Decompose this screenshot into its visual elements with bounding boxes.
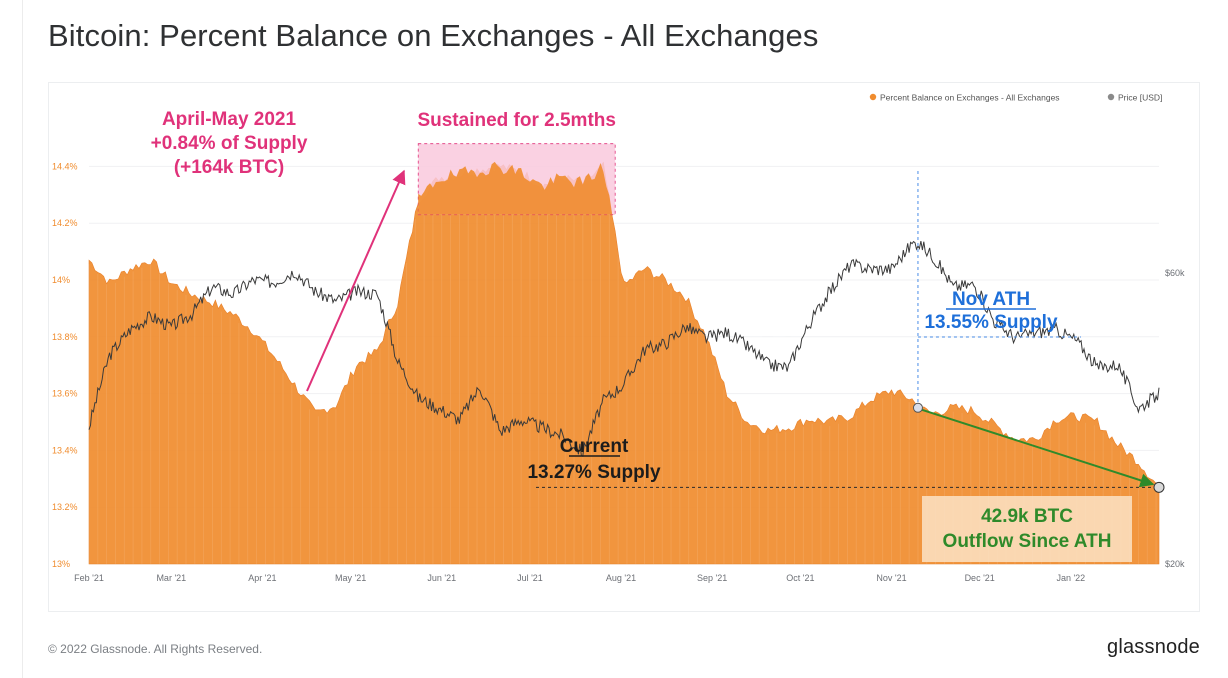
- y-tick-label: 13%: [52, 559, 70, 569]
- balance-area: [88, 161, 1160, 565]
- y-tick-label: 14.2%: [52, 218, 78, 228]
- aprmay-annotation-line: +0.84% of Supply: [151, 133, 308, 154]
- sustained-peaks: [418, 161, 616, 215]
- x-tick-label: Aug '21: [606, 573, 636, 583]
- y-tick-label: 13.4%: [52, 445, 78, 455]
- aprmay-annotation: April-May 2021 +0.84% of Supply (+164k BTC…: [151, 109, 308, 178]
- x-tick-label: Jun '21: [427, 573, 456, 583]
- x-tick-label: Jan '22: [1056, 573, 1085, 583]
- novath-annotation-line: Nov ATH: [952, 289, 1030, 310]
- legend-marker: [869, 93, 877, 101]
- price-series: [88, 240, 1160, 457]
- chart-frame: glassnode 13%13.2%13.4%13.6%13.8%14%14.2…: [48, 82, 1200, 612]
- novath-annotation-line: 13.55% Supply: [924, 312, 1057, 333]
- current-marker: [1153, 481, 1165, 493]
- y-tick-label: 14%: [52, 275, 70, 285]
- x-tick-label: Mar '21: [156, 573, 186, 583]
- glassnode-logo: glassnode: [1107, 636, 1200, 658]
- x-tick-label: Dec '21: [965, 573, 995, 583]
- aprmay-arrow: [306, 169, 406, 392]
- x-tick-label: Sep '21: [697, 573, 727, 583]
- current-annotation-line: Current: [560, 436, 629, 457]
- sustained-annotation-line: Sustained for 2.5mths: [417, 110, 616, 131]
- x-tick-label: Apr '21: [248, 573, 276, 583]
- balance-series: [88, 161, 1160, 565]
- chart-svg: glassnode 13%13.2%13.4%13.6%13.8%14%14.2…: [52, 93, 1185, 584]
- x-tick-label: Feb '21: [74, 573, 104, 583]
- x-tick-label: Jul '21: [517, 573, 543, 583]
- axes: 13% 13.2% 13.4% 13.6% 13.8% 14% 14.2% 14.4% $20k…: [52, 161, 1185, 583]
- y-tick-label: 13.8%: [52, 332, 78, 342]
- y-tick-label: 13.6%: [52, 389, 78, 399]
- price-line: [88, 240, 1160, 457]
- legend-label: Price [USD]: [1118, 93, 1162, 103]
- outflow-arrow: [921, 408, 1155, 488]
- current-annotation: Current 13.27% Supply: [527, 436, 660, 483]
- annotations: April-May 2021 +0.84% of Supply (+164k BTC…: [151, 109, 1165, 562]
- aprmay-annotation-line: April-May 2021: [162, 109, 297, 130]
- legend-label: Percent Balance on Exchanges - All Excha…: [880, 93, 1060, 103]
- y2-tick-label: $60k: [1165, 268, 1185, 278]
- novath-annotation: Nov ATH 13.55% Supply: [924, 289, 1057, 333]
- y-tick-label: 14.4%: [52, 161, 78, 171]
- copyright-text: © 2022 Glassnode. All Rights Reserved.: [48, 642, 263, 656]
- novath-marker: [912, 402, 923, 413]
- y-tick-label: 13.2%: [52, 502, 78, 512]
- x-tick-label: Nov '21: [876, 573, 906, 583]
- legend: Percent Balance on Exchanges - All Excha…: [869, 93, 1162, 103]
- outflow-annotation: 42.9k BTC Outflow Since ATH: [943, 506, 1112, 552]
- sustained-highlight: [417, 143, 616, 216]
- sustained-annotation: Sustained for 2.5mths: [417, 110, 616, 131]
- x-tick-label: May '21: [335, 573, 366, 583]
- y2-tick-label: $20k: [1165, 559, 1185, 569]
- outflow-annotation-line: 42.9k BTC: [981, 506, 1073, 527]
- page-left-rule: [22, 0, 23, 678]
- legend-marker: [1107, 93, 1115, 101]
- current-annotation-line: 13.27% Supply: [527, 462, 660, 483]
- outflow-box: [922, 496, 1132, 562]
- page-title: Bitcoin: Percent Balance on Exchanges - …: [48, 18, 819, 53]
- aprmay-annotation-line: (+164k BTC): [174, 157, 284, 178]
- outflow-annotation-line: Outflow Since ATH: [943, 531, 1112, 552]
- x-tick-label: Oct '21: [786, 573, 814, 583]
